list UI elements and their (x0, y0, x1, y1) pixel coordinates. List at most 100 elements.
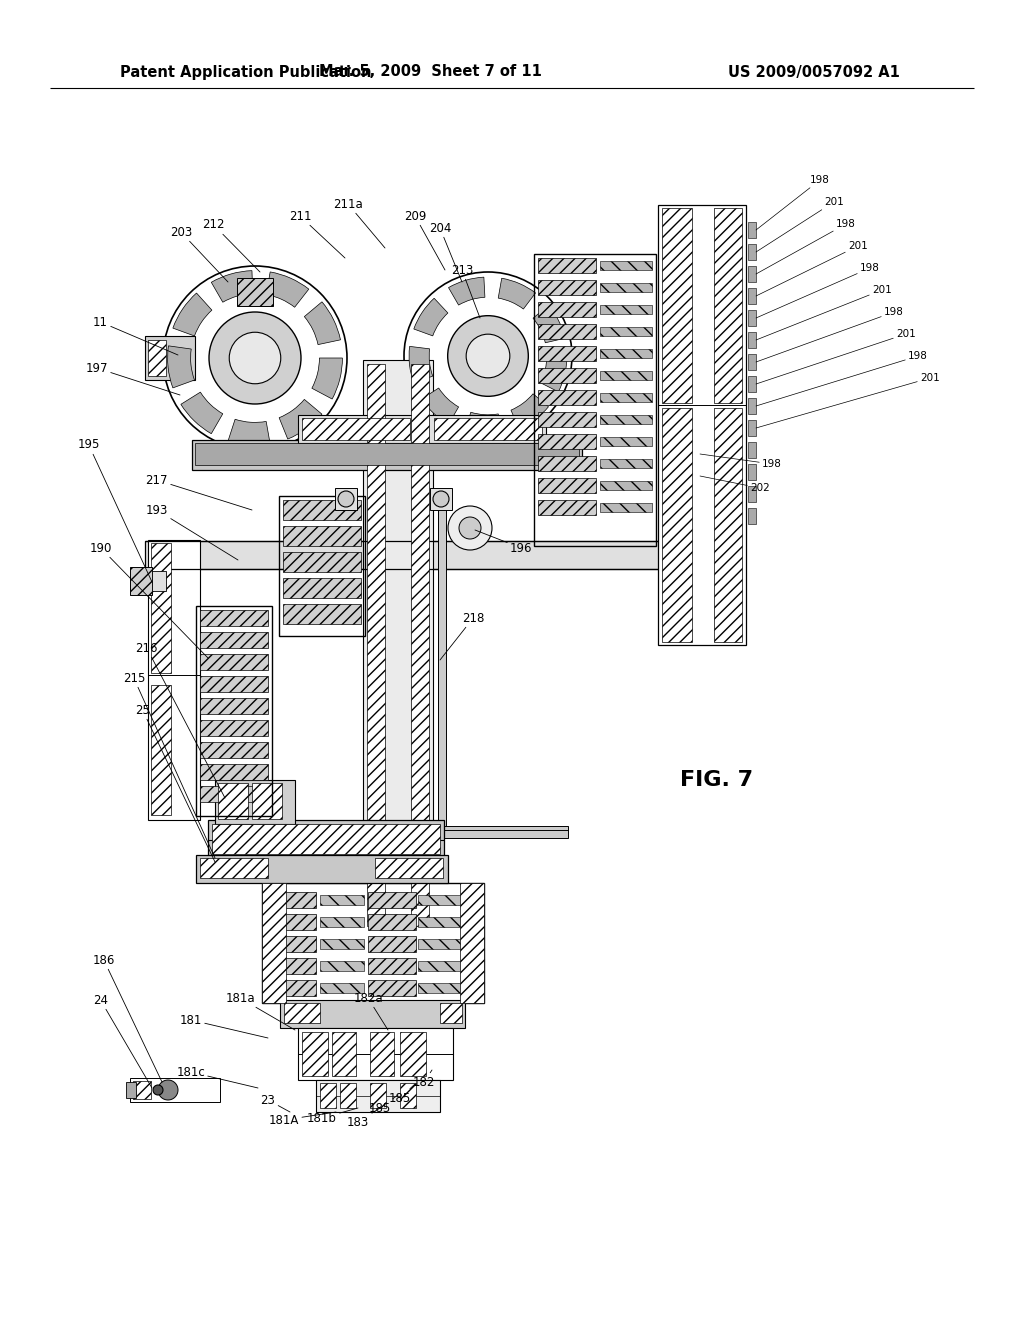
Wedge shape (499, 279, 536, 309)
Circle shape (229, 333, 281, 384)
Text: 185: 185 (369, 1096, 398, 1114)
Text: 182a: 182a (353, 991, 388, 1030)
Bar (283, 605, 361, 624)
Bar (152, 572, 166, 591)
Bar (332, 1032, 356, 1076)
Bar (279, 496, 365, 636)
Circle shape (404, 272, 572, 440)
Bar (302, 418, 410, 440)
Bar (600, 480, 652, 490)
Text: 198: 198 (756, 351, 928, 407)
Text: 203: 203 (170, 226, 228, 282)
Wedge shape (173, 293, 212, 337)
Bar (434, 418, 542, 440)
Text: 11: 11 (93, 315, 178, 355)
Bar (302, 1032, 328, 1076)
Text: 195: 195 (78, 438, 152, 582)
Text: 186: 186 (92, 953, 162, 1082)
Bar (195, 444, 579, 465)
Bar (748, 399, 756, 414)
Circle shape (153, 1085, 163, 1096)
Wedge shape (280, 400, 322, 440)
Bar (375, 858, 443, 878)
Bar (600, 371, 652, 380)
Circle shape (447, 315, 528, 396)
Bar (200, 676, 268, 692)
Bar (262, 883, 484, 1003)
Text: 201: 201 (756, 329, 915, 384)
Bar (252, 783, 282, 818)
Text: 25: 25 (135, 704, 215, 862)
Bar (538, 302, 596, 317)
Text: 182: 182 (413, 1071, 435, 1089)
Text: 198: 198 (756, 176, 829, 230)
Bar (368, 979, 416, 997)
Bar (298, 1028, 453, 1080)
Text: 198: 198 (756, 219, 856, 275)
Bar (218, 783, 248, 818)
Bar (748, 486, 756, 502)
Text: 185: 185 (389, 1084, 415, 1105)
Wedge shape (422, 388, 459, 425)
Text: 215: 215 (123, 672, 215, 858)
Bar (368, 892, 416, 908)
Bar (430, 488, 452, 510)
Bar (370, 1082, 386, 1107)
Bar (268, 913, 316, 931)
Bar (600, 393, 652, 403)
Circle shape (338, 491, 354, 507)
Wedge shape (465, 412, 502, 436)
Text: 216: 216 (135, 642, 225, 799)
Bar (538, 412, 596, 426)
Bar (418, 961, 462, 972)
Bar (284, 1003, 319, 1023)
Wedge shape (312, 358, 342, 399)
Text: 183: 183 (347, 1107, 380, 1129)
Bar (196, 606, 272, 816)
Bar (319, 961, 364, 972)
Bar (418, 939, 462, 949)
Bar (340, 1082, 356, 1107)
Bar (748, 333, 756, 348)
Bar (538, 323, 596, 339)
Text: 218: 218 (440, 611, 484, 660)
Bar (367, 364, 385, 927)
Bar (600, 348, 652, 358)
Bar (196, 855, 449, 883)
Bar (370, 1032, 394, 1076)
Bar (600, 437, 652, 446)
Bar (748, 288, 756, 304)
Bar (600, 414, 652, 424)
Text: 217: 217 (145, 474, 252, 510)
Bar (319, 939, 364, 949)
Wedge shape (304, 302, 341, 345)
Circle shape (158, 1080, 178, 1100)
Bar (215, 780, 295, 824)
Bar (126, 1082, 136, 1098)
Text: 201: 201 (756, 374, 940, 428)
Bar (200, 858, 268, 878)
Circle shape (163, 267, 347, 450)
Bar (268, 979, 316, 997)
Bar (714, 209, 742, 403)
Text: 181c: 181c (176, 1065, 258, 1088)
Bar (538, 280, 596, 294)
Bar (212, 824, 440, 854)
Text: 181a: 181a (225, 991, 295, 1030)
Bar (538, 455, 596, 471)
Bar (748, 310, 756, 326)
Circle shape (449, 506, 492, 550)
Bar (130, 568, 152, 595)
Bar (200, 742, 268, 758)
Bar (538, 368, 596, 383)
Bar (262, 883, 286, 1003)
Bar (283, 525, 361, 546)
Bar (658, 205, 746, 645)
Bar (748, 508, 756, 524)
Circle shape (466, 334, 510, 378)
Bar (280, 1001, 465, 1028)
Text: FIG. 7: FIG. 7 (680, 770, 753, 789)
Wedge shape (534, 305, 565, 343)
Bar (268, 892, 316, 908)
Bar (130, 1078, 220, 1102)
